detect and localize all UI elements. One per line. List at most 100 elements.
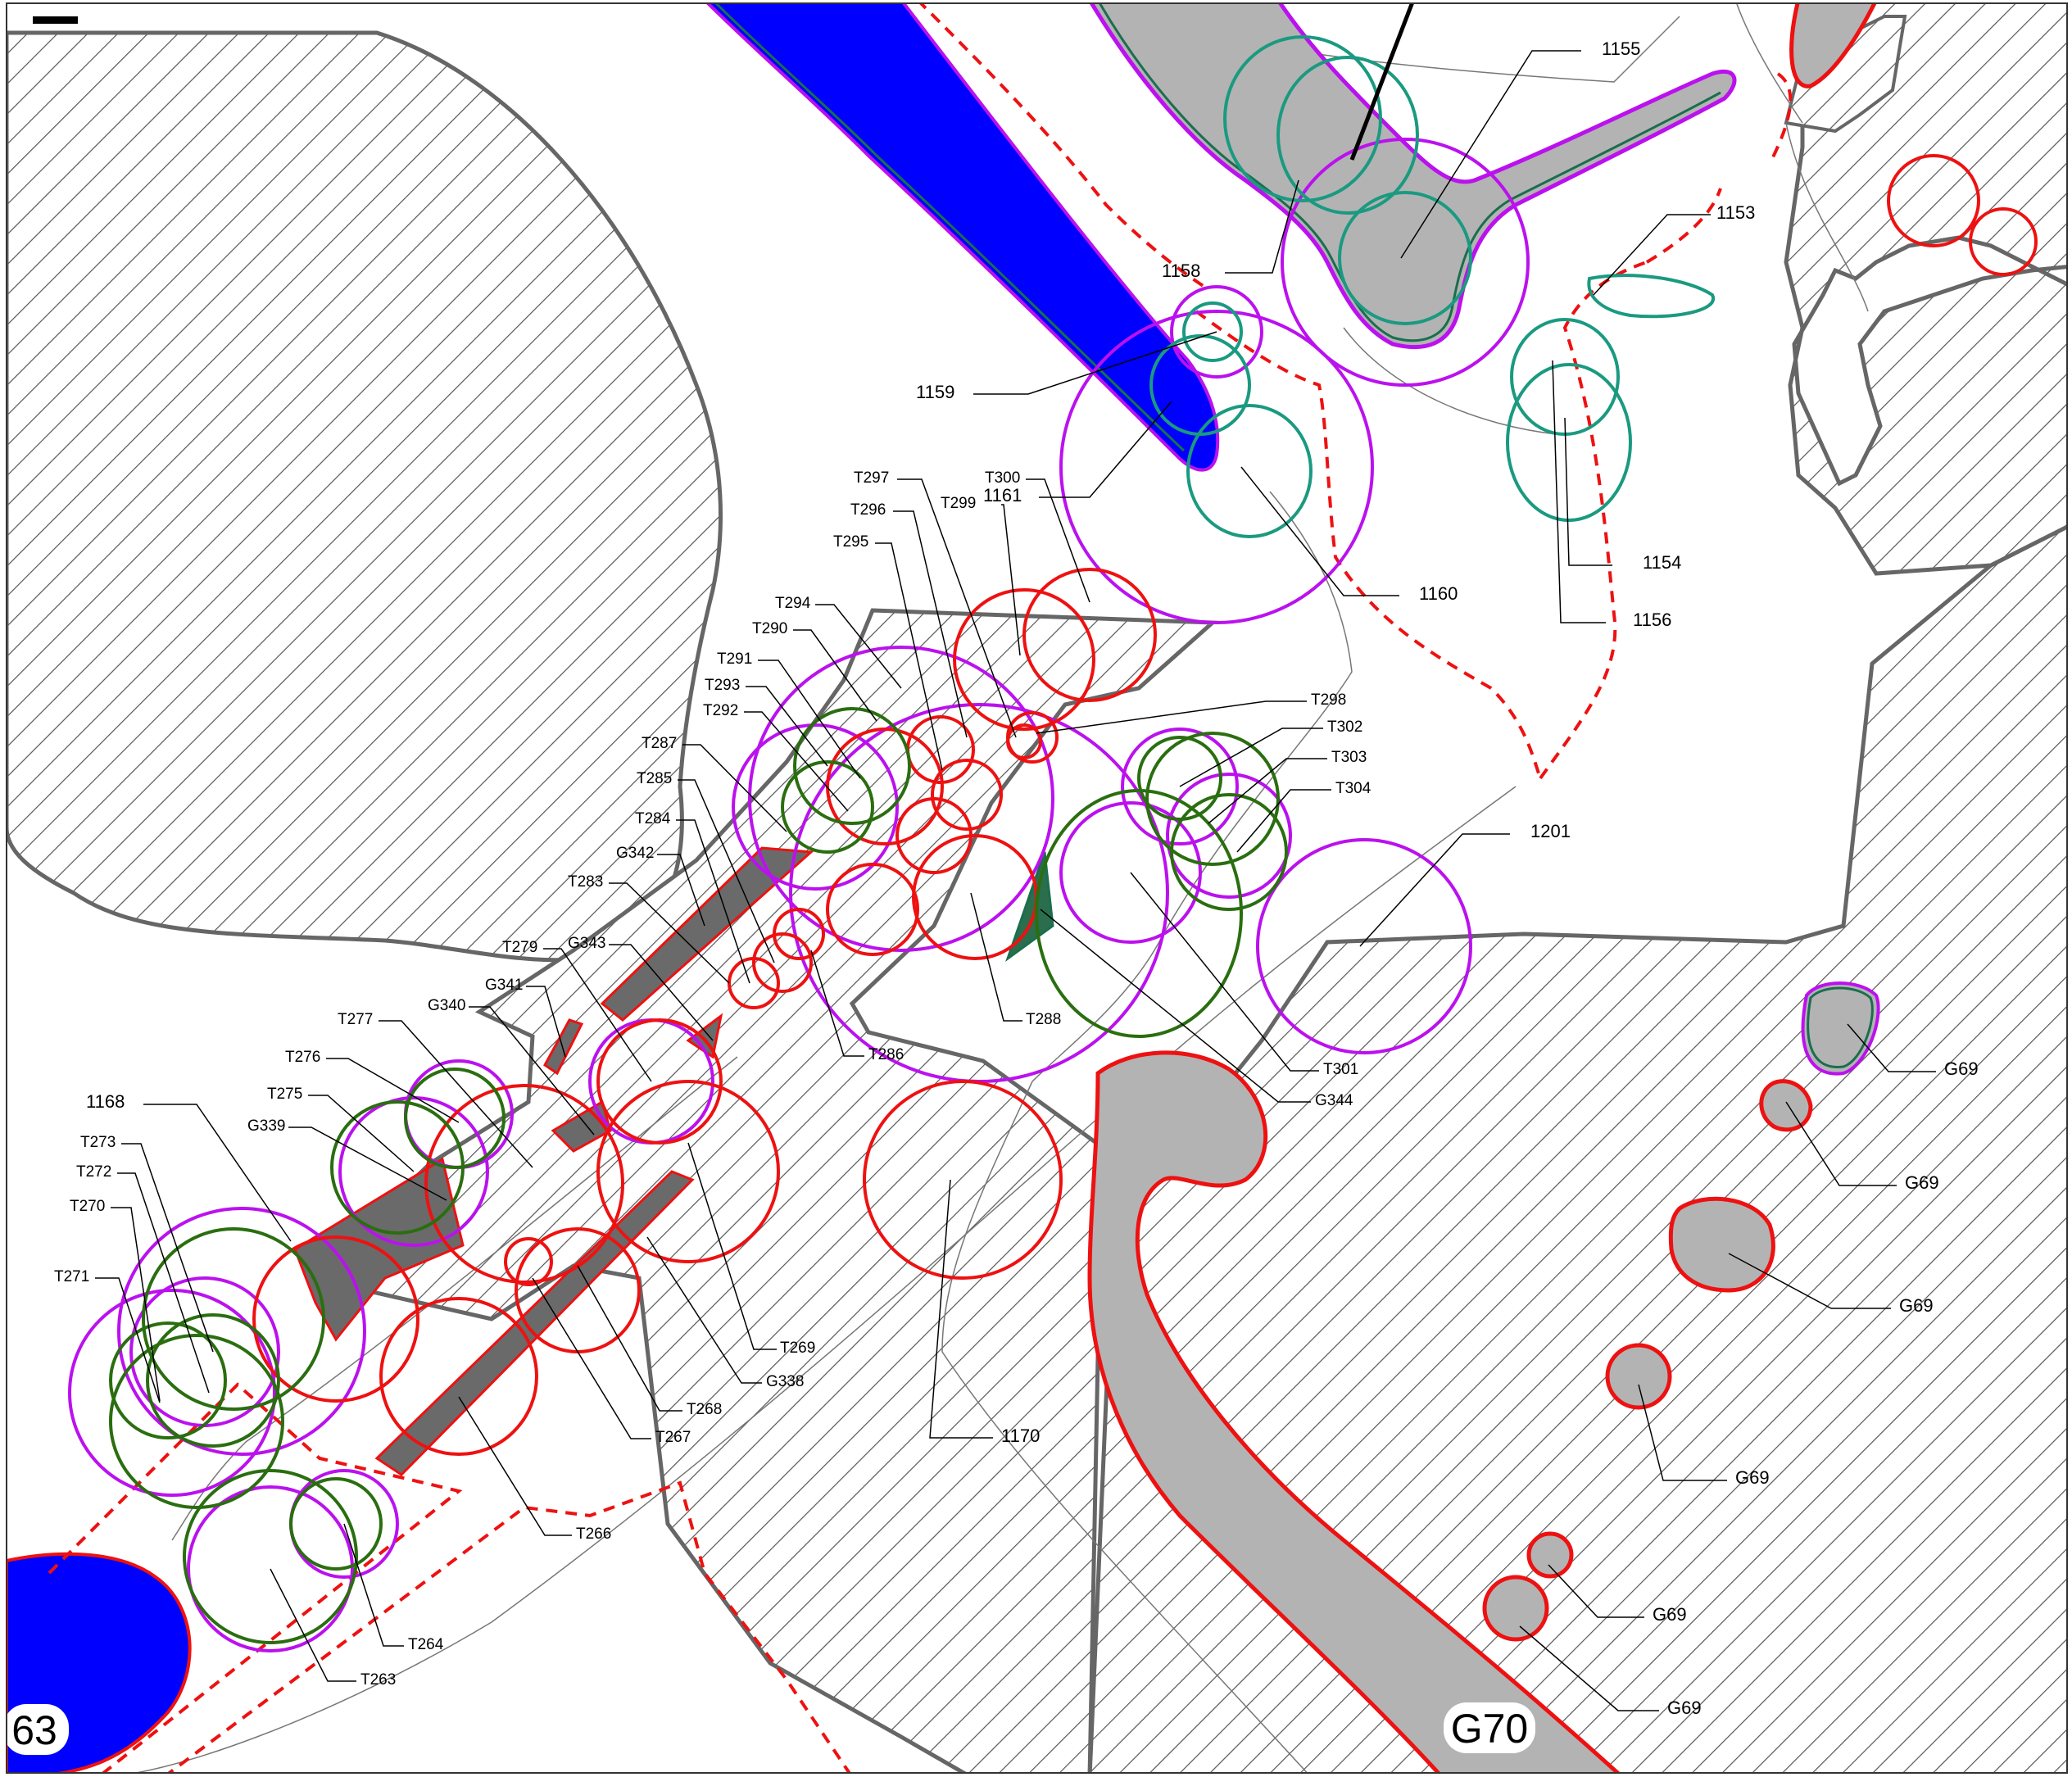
leader-line-1154 [1564, 417, 1612, 566]
feature-label-T269: T269 [780, 1340, 815, 1357]
leader-line-T287 [682, 744, 787, 832]
leader-line-1168 [143, 1104, 292, 1242]
zone-label-63: 63 [7, 1704, 69, 1755]
thin-boundary-lines [132, 3, 1869, 1773]
leader-line-1159 [973, 331, 1217, 395]
leader-line-T279 [543, 948, 652, 1082]
feature-label-T286: T286 [868, 1046, 904, 1063]
zone-label-63-text: 63 [11, 1707, 57, 1753]
feature-label-1160: 1160 [1419, 583, 1458, 604]
feature-label-T296: T296 [850, 501, 886, 519]
leader-line-1161 [1039, 401, 1172, 498]
leader-line-T277 [379, 1020, 533, 1168]
feature-label-T273: T273 [80, 1134, 116, 1151]
leader-line-G342 [657, 854, 705, 927]
leader-line-T293 [746, 686, 828, 767]
feature-label-T272: T272 [76, 1163, 111, 1181]
feature-label-T302: T302 [1327, 719, 1362, 736]
feature-label-G340: G340 [428, 997, 465, 1014]
leader-line-T292 [744, 711, 849, 812]
feature-label-T298: T298 [1311, 691, 1346, 709]
leader-line-T272 [117, 1172, 210, 1394]
hatched-zone-top-right [1784, 3, 2067, 576]
hatched-zone-right [1087, 524, 2067, 1773]
leader-line-G341 [526, 986, 566, 1058]
grey-area-top-inner-outline [1098, 3, 1721, 342]
tree-canopy-circles [68, 35, 2038, 1652]
grey-area-top [1089, 3, 1737, 350]
feature-label-1156: 1156 [1633, 610, 1671, 630]
feature-label-1159: 1159 [916, 382, 954, 402]
leader-line-G343 [609, 944, 714, 1041]
leader-line-T276 [326, 1058, 460, 1123]
leader-line-T301 [1130, 872, 1319, 1072]
leader-line-G69a [1847, 1023, 1936, 1072]
feature-label-1201: 1201 [1530, 821, 1571, 841]
leader-line-T295 [875, 542, 943, 771]
feature-label-1158: 1158 [1162, 261, 1200, 281]
feature-label-1153: 1153 [1716, 202, 1755, 223]
feature-label-T270: T270 [70, 1198, 105, 1215]
dark-strips [293, 846, 1054, 1476]
feature-label-T283: T283 [568, 873, 603, 891]
grey-blob-g69-6 [1482, 1575, 1549, 1642]
zone-label-g70-text: G70 [1451, 1706, 1529, 1752]
feature-label-G343: G343 [568, 935, 605, 952]
feature-label-G69b: G69 [1905, 1172, 1939, 1193]
feature-label-T268: T268 [687, 1401, 722, 1418]
feature-label-1170: 1170 [1001, 1426, 1040, 1446]
leader-line-1170 [929, 1179, 993, 1439]
leader-line-1160 [1240, 466, 1399, 596]
leader-line-T302 [1179, 728, 1323, 787]
feature-label-T264: T264 [408, 1636, 444, 1653]
leader-line-T297 [897, 478, 1017, 738]
leader-line-1155 [1400, 50, 1581, 259]
feature-label-T263: T263 [360, 1671, 396, 1689]
scale-bar [33, 16, 78, 24]
grey-blob-g69-2 [1759, 1079, 1813, 1132]
leader-line-T263 [270, 1568, 356, 1682]
feature-label-1154: 1154 [1643, 552, 1681, 573]
leader-line-G69d [1638, 1384, 1727, 1481]
leader-line-T286 [810, 950, 864, 1057]
feature-label-G69e: G69 [1653, 1604, 1687, 1625]
leader-line-G69f [1519, 1625, 1659, 1711]
leader-line-T283 [609, 882, 730, 984]
water-edge-green [714, 3, 1186, 452]
feature-label-T277: T277 [338, 1011, 373, 1028]
feature-label-T271: T271 [54, 1268, 89, 1285]
leader-line-T294 [815, 604, 902, 689]
feature-label-T295: T295 [833, 533, 868, 551]
grey-blob-g69-1-outline [1807, 986, 1874, 1068]
feature-label-T299: T299 [941, 495, 976, 512]
feature-label-G69c: G69 [1899, 1295, 1934, 1316]
feature-label-T300: T300 [985, 469, 1020, 487]
dashed-red-boundaries [48, 3, 1793, 1773]
feature-label-G339: G339 [247, 1117, 285, 1135]
grey-blob-g69-4 [1605, 1343, 1672, 1410]
leader-line-T298 [1036, 700, 1307, 734]
leader-line-G344 [1040, 909, 1311, 1103]
feature-label-T284: T284 [635, 810, 671, 827]
leader-line-T266 [458, 1396, 572, 1536]
feature-label-T304: T304 [1335, 780, 1372, 797]
feature-label-T288: T288 [1026, 1011, 1061, 1028]
feature-label-T301: T301 [1323, 1061, 1358, 1078]
feature-label-T285: T285 [637, 770, 672, 787]
leader-line-T303 [1208, 758, 1327, 824]
feature-label-G69d: G69 [1735, 1467, 1770, 1488]
feature-label-T291: T291 [717, 651, 752, 668]
hatched-zone-left [7, 30, 723, 963]
leader-line-T299 [1001, 504, 1021, 656]
feature-label-1161: 1161 [983, 485, 1022, 505]
leader-line-T264 [343, 1523, 404, 1647]
leader-line-T269 [687, 1142, 777, 1350]
leader-line-1158 [1225, 179, 1299, 274]
leader-line-T290 [793, 629, 877, 722]
feature-label-T297: T297 [854, 469, 889, 487]
grey-area-g70 [1087, 1050, 1621, 1773]
leader-line-T271 [95, 1277, 161, 1403]
feature-label-T293: T293 [705, 677, 740, 694]
grey-area-top-right [1789, 3, 1877, 88]
